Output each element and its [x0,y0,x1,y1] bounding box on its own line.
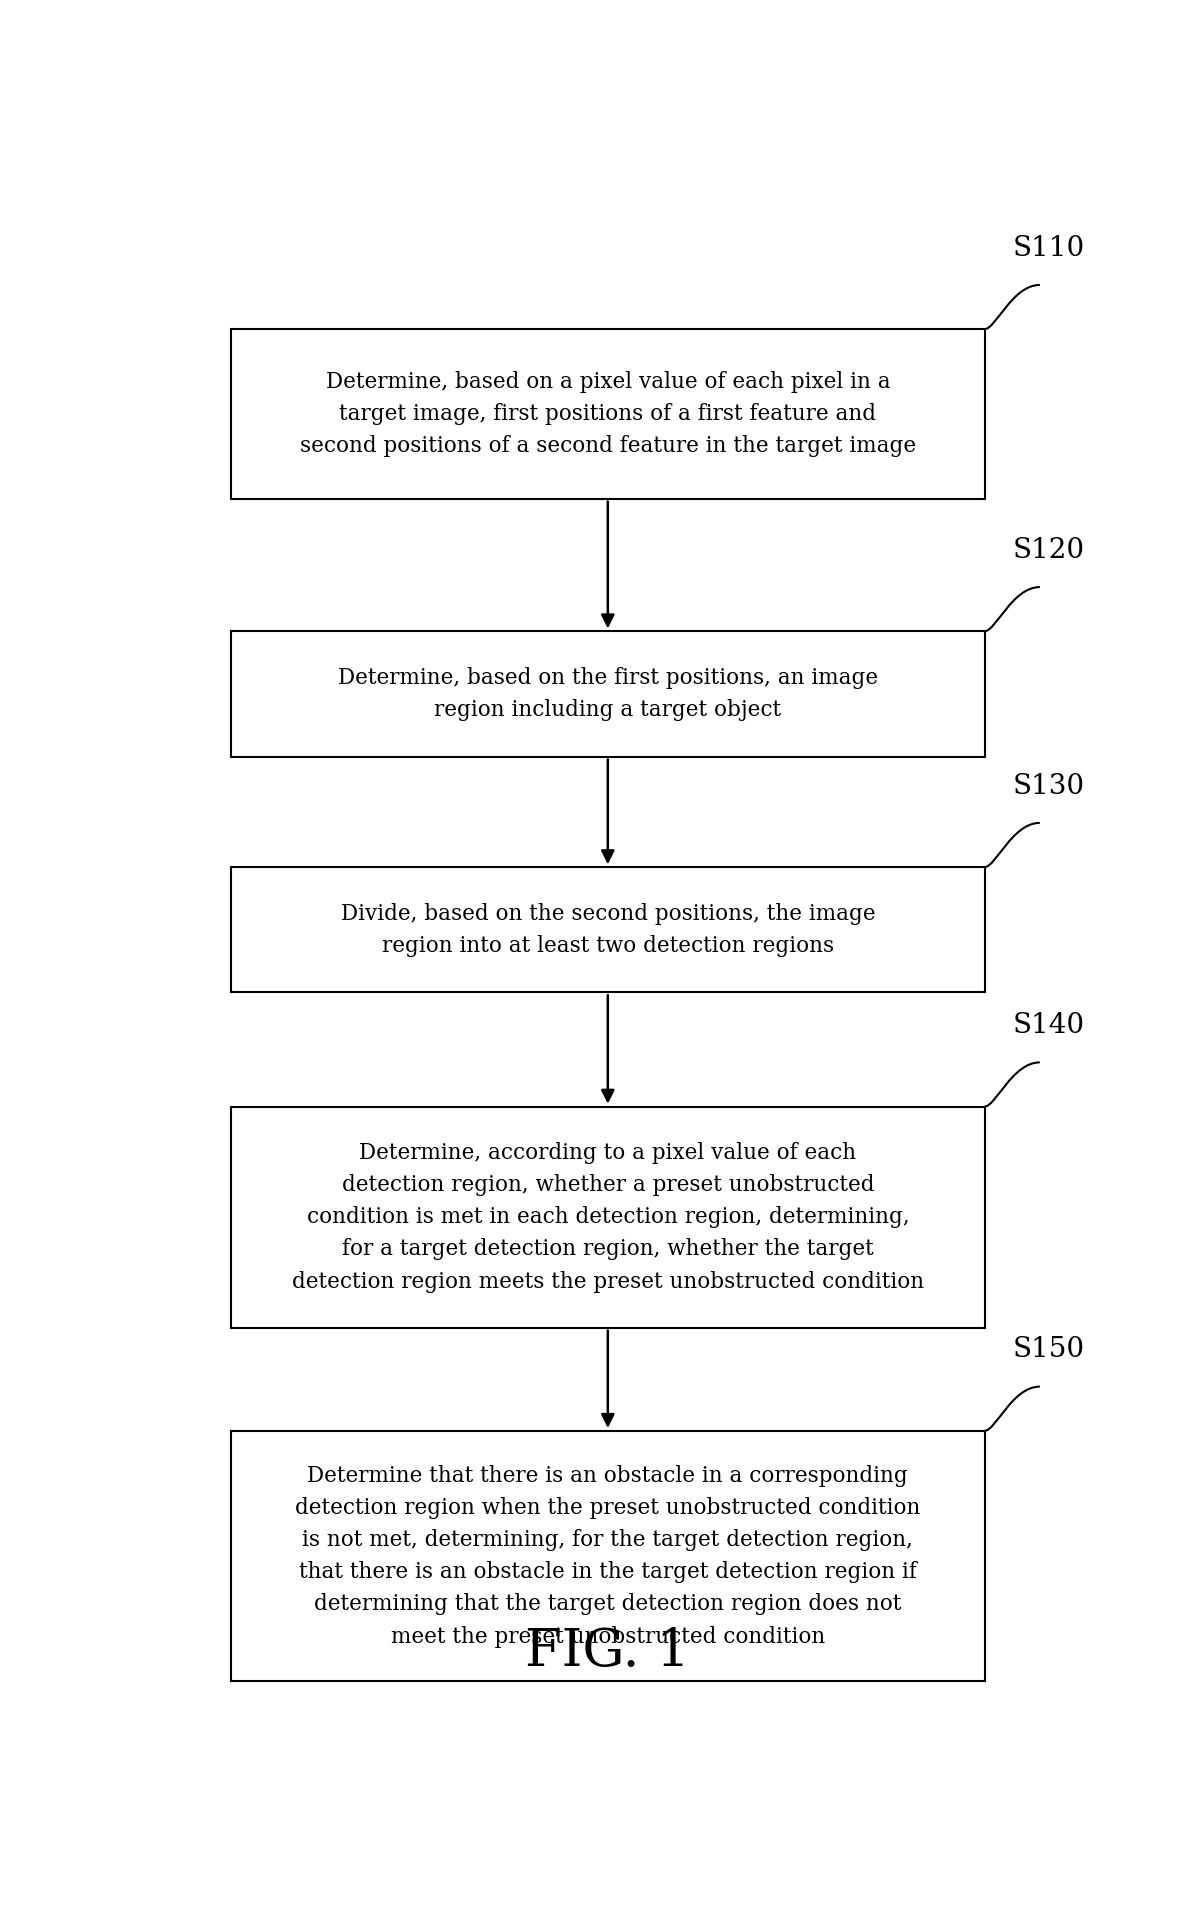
Text: Determine that there is an obstacle in a corresponding
detection region when the: Determine that there is an obstacle in a… [295,1464,920,1648]
Bar [231,1106,984,1328]
Text: S110: S110 [1013,235,1085,262]
Text: S120: S120 [1013,536,1085,565]
Bar [231,329,984,500]
Bar [231,1432,984,1680]
Text: Divide, based on the second positions, the image
region into at least two detect: Divide, based on the second positions, t… [340,903,875,957]
Text: Determine, according to a pixel value of each
detection region, whether a preset: Determine, according to a pixel value of… [292,1143,924,1292]
Text: S130: S130 [1013,773,1085,800]
Text: S140: S140 [1013,1013,1085,1039]
Text: FIG. 1: FIG. 1 [525,1625,690,1677]
Bar [231,632,984,756]
Text: Determine, based on the first positions, an image
region including a target obje: Determine, based on the first positions,… [338,666,878,722]
Bar [231,867,984,991]
Text: Determine, based on a pixel value of each pixel in a
target image, first positio: Determine, based on a pixel value of eac… [300,371,916,457]
Text: S150: S150 [1013,1336,1085,1363]
